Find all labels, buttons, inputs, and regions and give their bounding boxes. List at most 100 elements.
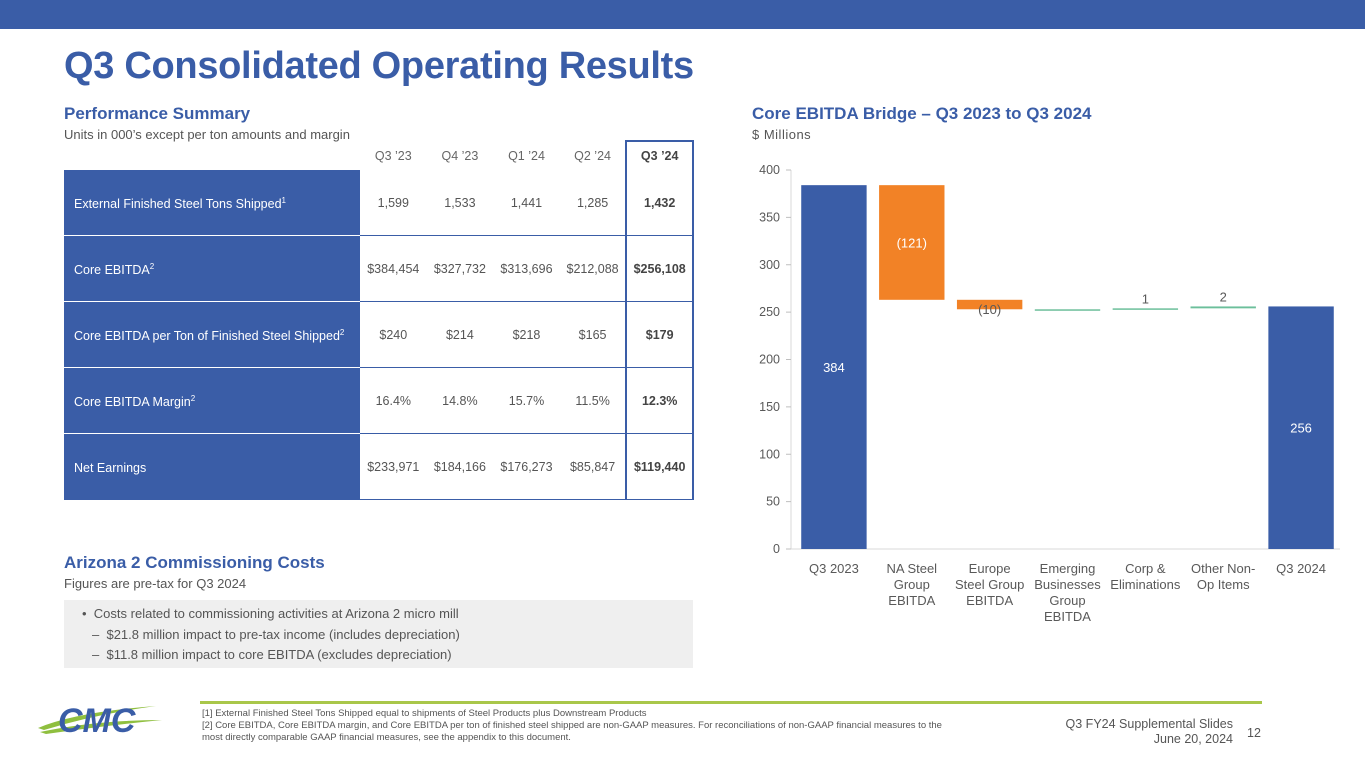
table-cell: $313,696 [493,235,560,302]
x-tick-label: Corp & [1125,561,1166,576]
column-header: Q1 ’24 [508,148,545,163]
footer-divider [200,701,1262,704]
x-tick-label: Europe [969,561,1011,576]
top-banner [0,0,1365,29]
data-label: 2 [1220,289,1227,304]
page-number: 12 [1247,726,1261,740]
table-cell: 15.7% [493,367,560,434]
x-tick-label: Emerging [1040,561,1096,576]
y-tick-label: 350 [759,210,780,224]
x-tick-label: Q3 2024 [1276,561,1326,576]
table-row: Core EBITDA2 $384,454 $327,732 $313,696 … [64,235,694,302]
dash-glyph: – [92,647,100,662]
deck-info: Q3 FY24 Supplemental Slides June 20, 202… [1066,717,1233,747]
x-tick-label: Eliminations [1110,577,1181,592]
deck-name: Q3 FY24 Supplemental Slides [1065,717,1233,731]
row-label-text: Core EBITDA Margin [74,395,191,410]
row-label: Core EBITDA Margin2 [64,367,360,434]
row-label: Core EBITDA2 [64,235,360,302]
y-tick-label: 50 [766,495,780,509]
column-header: Q4 ’23 [441,148,479,163]
footnote-ref: 2 [339,327,345,337]
bar [879,185,945,300]
cmc-logo-graphic: CMC [38,702,162,740]
table-row: Net Earnings $233,971 $184,166 $176,273 … [64,433,694,500]
table-cell: 1,533 [426,170,494,236]
table-row: Core EBITDA per Ton of Finished Steel Sh… [64,301,694,368]
cmc-logo: CMC [36,698,166,745]
y-tick-label: 100 [759,447,780,461]
table-header-row: Q3 ’23 Q4 ’23 Q1 ’24 Q2 ’24 Q3 ’24 [64,140,694,170]
y-tick-label: 300 [759,258,780,272]
table-cell-current: 1,432 [625,170,694,236]
row-label-text: External Finished Steel Tons Shipped [74,197,282,212]
table-cell: 11.5% [559,367,627,434]
table-cell-current: $119,440 [625,433,694,500]
x-tick-label: Group [1049,593,1085,608]
table-cell: 16.4% [360,367,427,434]
arizona-title: Arizona 2 Commissioning Costs [64,553,325,572]
table-cell-current: 12.3% [625,367,694,434]
footnote-ref: 1 [281,195,286,205]
table-cell-current: $179 [625,301,694,368]
column-header: Q3 ’23 [374,148,412,163]
y-tick-label: 0 [773,542,780,556]
column-header-current: Q3 ’24 [625,140,694,170]
data-label: (121) [897,235,927,250]
x-tick-label: Q3 2023 [809,561,859,576]
table-cell: 14.8% [426,367,494,434]
y-tick-label: 150 [759,400,780,414]
row-label-text: Net Earnings [74,461,147,476]
bar [1268,306,1334,549]
table-cell: $165 [559,301,627,368]
data-label: 256 [1290,421,1312,436]
x-tick-label: EBITDA [888,593,935,608]
table-cell: $240 [360,301,427,368]
row-label-text: Core EBITDA per Ton of Finished Steel Sh… [74,329,340,344]
row-label: Core EBITDA per Ton of Finished Steel Sh… [64,301,360,368]
y-tick-label: 400 [759,163,780,177]
arizona-bullet: • Costs related to commissioning activit… [82,606,459,621]
row-label: External Finished Steel Tons Shipped1 [64,170,360,236]
bar [801,185,867,549]
table-cell-current: $256,108 [625,235,694,302]
table-cell: $184,166 [426,433,494,500]
row-label-text: Core EBITDA [74,263,150,278]
x-tick-label: NA Steel [886,561,937,576]
data-label: (10) [978,302,1001,317]
table-cell: $214 [426,301,494,368]
table-row: Core EBITDA Margin2 16.4% 14.8% 15.7% 11… [64,367,694,434]
table-cell: 1,599 [360,170,427,236]
arizona-subbullet: – $11.8 million impact to core EBITDA (e… [92,647,452,662]
table-cell: $233,971 [360,433,427,500]
table-cell: $85,847 [559,433,627,500]
arizona-subbullet-text: $21.8 million impact to pre-tax income (… [106,627,460,642]
bullet-glyph: • [82,606,87,621]
y-tick-label: 200 [759,353,780,367]
bar [1034,309,1101,311]
table-cell: $384,454 [360,235,427,302]
x-tick-label: Group [894,577,930,592]
column-header: Q2 ’24 [574,148,611,163]
table-header-empty [64,141,360,170]
data-label: 384 [823,360,845,375]
x-tick-label: EBITDA [1044,609,1091,624]
arizona-subtitle: Figures are pre-tax for Q3 2024 [64,576,247,591]
table-cell: $212,088 [559,235,627,302]
logo-text: CMC [58,702,136,740]
table-cell: 1,441 [493,170,560,236]
x-tick-label: EBITDA [966,593,1013,608]
bar [1190,306,1256,309]
data-label: 1 [1142,291,1149,306]
bridge-title: Core EBITDA Bridge – Q3 2023 to Q3 2024 [752,104,1092,123]
performance-summary-subtitle: Units in 000’s except per ton amounts an… [64,127,350,142]
footnote-2: [2] Core EBITDA, Core EBITDA margin, and… [202,720,942,743]
bridge-subtitle: $ Millions [752,127,812,142]
bar [956,299,1023,310]
footnote-1: [1] External Finished Steel Tons Shipped… [202,708,647,719]
page-title: Q3 Consolidated Operating Results [64,45,694,87]
arizona-note-box: • Costs related to commissioning activit… [64,600,693,668]
x-tick-label: Op Items [1197,577,1250,592]
footnote-ref: 2 [190,393,196,403]
y-tick-label: 250 [759,305,780,319]
